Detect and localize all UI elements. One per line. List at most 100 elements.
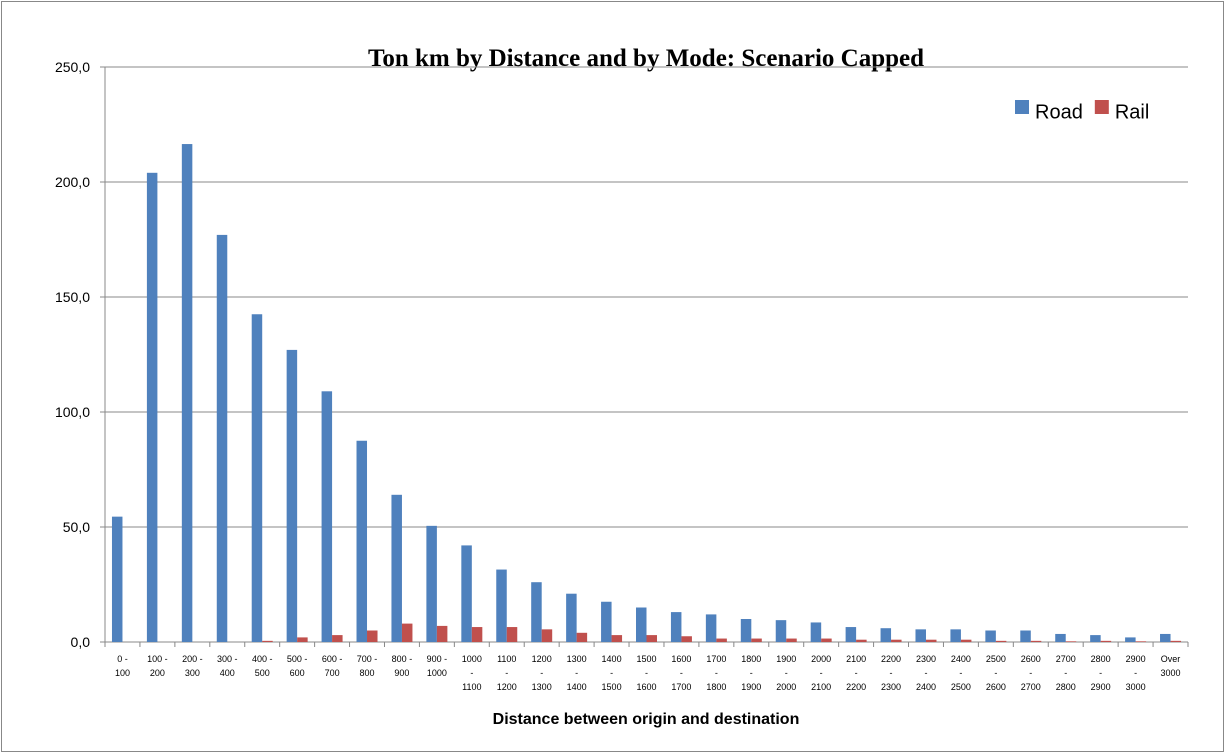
bar [146,172,158,643]
bar [681,636,692,642]
x-tick-label: 2200 - 2300 [881,654,902,692]
x-tick-label: 900 - 1000 [426,654,448,678]
bar [436,625,448,642]
x-tick-label: 0 - 100 [114,654,130,678]
bar [601,601,612,642]
bar [775,620,787,642]
bar [925,639,937,642]
bar [1100,640,1112,642]
bar [332,635,343,642]
bar [705,614,717,642]
y-tick-label: 250,0 [55,59,90,75]
bar [1090,635,1101,642]
x-tick-label: 2300 - 2400 [915,654,936,692]
legend-swatch [1015,100,1029,114]
x-tick-label: 1200 - 1300 [531,654,552,692]
x-tick-label: 1900 - 2000 [776,654,797,692]
bar [531,582,542,642]
bar [985,630,996,642]
x-tick-label: 2600 - 2700 [1020,654,1041,692]
bar [1135,641,1147,642]
x-tick-label: 1000 - 1100 [461,654,482,692]
bar [810,622,822,642]
bar [566,593,577,642]
y-tick-label: 150,0 [55,289,90,305]
bar [286,349,298,642]
x-tick-label: 1100 - 1200 [496,654,517,692]
bar [496,569,507,642]
bar [751,638,762,642]
bar [995,640,1007,642]
bar [670,612,682,642]
x-tick-label: 2000 - 2100 [811,654,832,692]
bar [960,639,972,642]
x-tick-label: 2800 - 2900 [1090,654,1111,692]
bar [950,629,961,642]
x-tick-label: 300 - 400 [217,654,238,678]
bar [880,628,892,642]
bar [1030,640,1042,642]
bar [786,638,797,642]
bar [891,639,902,642]
x-axis-title: Distance between origin and destination [493,711,800,728]
bar [1160,633,1171,642]
y-tick-label: 0,0 [71,634,91,650]
bar [471,627,483,642]
x-tick-label: 1700 - 1800 [706,654,727,692]
x-tick-label: 800 - 900 [391,654,413,678]
x-tick-label: 1300 - 1400 [566,654,587,692]
x-tick-label: 1500 - 1600 [636,654,657,692]
bar [646,635,657,642]
legend-swatch [1094,100,1109,114]
bar [740,619,752,642]
bar [716,638,727,642]
x-tick-label: 200 - 300 [182,654,203,678]
bar [251,314,263,642]
bar [1020,630,1031,642]
x-tick-label: 1400 - 1500 [601,654,622,692]
bar [216,234,228,642]
x-tick-label: 700 - 800 [356,654,378,678]
bar [1125,637,1136,642]
bar [611,635,623,642]
bar [1170,640,1182,642]
bar [506,627,518,642]
x-tick-label: Over 3000 [1160,654,1181,678]
bar [356,440,368,642]
x-tick-label: 1600 - 1700 [671,654,692,692]
bar [1065,641,1077,642]
bar [111,516,123,642]
x-tick-label: 2100 - 2200 [846,654,867,692]
y-tick-label: 200,0 [55,174,90,190]
x-tick-label: 2700 - 2800 [1055,654,1076,692]
bar [297,637,308,642]
x-tick-label: 600 - 700 [321,654,343,678]
x-tick-label: 1800 - 1900 [741,654,762,692]
bar [1055,633,1066,642]
bar [845,627,857,642]
legend-label: Rail [1115,101,1149,123]
x-tick-label: 100 - 200 [147,654,168,678]
bar [461,545,472,642]
bar [181,144,193,643]
x-tick-label: 400 - 500 [251,654,273,678]
bar [401,623,413,642]
bar [541,629,553,642]
bar [367,630,378,642]
bar [856,639,867,642]
bar [576,632,588,642]
bar [426,525,437,642]
x-tick-label: 500 - 600 [286,654,308,678]
bar [636,607,647,642]
bar [321,391,333,642]
bar [391,494,402,642]
x-tick-label: 2500 - 2600 [985,654,1006,692]
bar [915,629,926,642]
bar [821,638,832,642]
x-tick-label: 2900 - 3000 [1125,654,1146,692]
y-tick-label: 50,0 [63,519,90,535]
legend-label: Road [1035,101,1083,123]
